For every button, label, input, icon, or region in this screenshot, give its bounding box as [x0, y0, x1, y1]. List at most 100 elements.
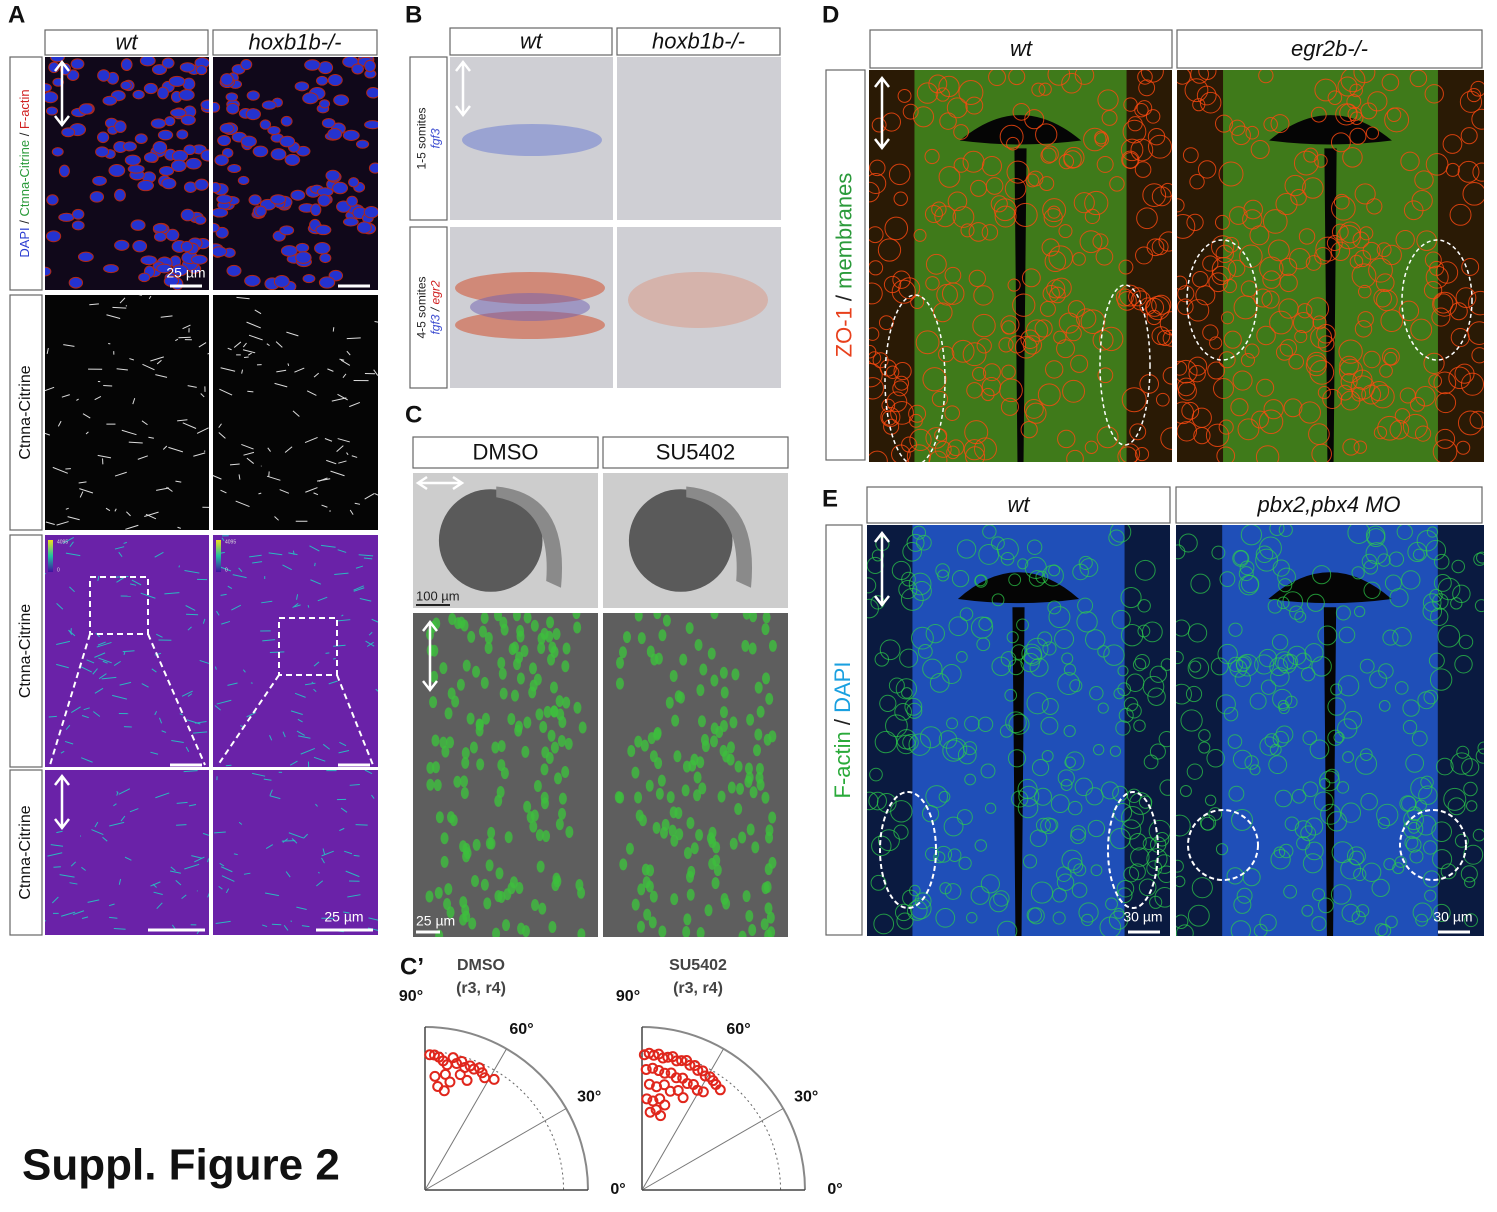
- nucleus: [481, 879, 489, 891]
- nucleus: [303, 93, 318, 104]
- nucleus: [548, 921, 556, 933]
- nucleus: [487, 827, 495, 839]
- nucleus: [315, 243, 330, 254]
- nucleus: [538, 903, 546, 915]
- nucleus: [369, 163, 381, 173]
- nucleus: [305, 60, 320, 70]
- nucleus: [547, 654, 555, 666]
- nucleus: [745, 910, 753, 922]
- nucleus: [710, 735, 718, 747]
- nucleus: [158, 130, 172, 140]
- nucleus: [741, 640, 749, 652]
- nucleus: [682, 784, 690, 796]
- nucleus: [663, 615, 671, 627]
- angle-tick-label: 30°: [794, 1089, 818, 1106]
- column-header: wt: [1010, 36, 1033, 61]
- nucleus: [162, 178, 176, 189]
- nucleus: [721, 686, 729, 698]
- nucleus: [485, 632, 493, 644]
- nucleus: [553, 628, 561, 640]
- nucleus: [445, 707, 453, 719]
- nucleus: [498, 740, 506, 752]
- nucleus: [670, 806, 678, 818]
- nucleus: [201, 150, 215, 161]
- nucleus: [559, 793, 567, 805]
- nucleus: [551, 742, 559, 754]
- nucleus: [563, 643, 571, 655]
- nucleus: [619, 646, 627, 658]
- nucleus: [476, 758, 484, 770]
- nucleus: [467, 713, 475, 725]
- nucleus: [556, 695, 564, 707]
- nucleus: [710, 675, 718, 687]
- nucleus: [470, 742, 478, 754]
- data-point: [445, 1078, 454, 1087]
- nucleus: [481, 677, 489, 689]
- row-label: ZO-1 / membranes: [831, 173, 856, 358]
- nucleus: [691, 842, 699, 854]
- nucleus: [538, 633, 546, 645]
- nucleus: [682, 926, 690, 938]
- nucleus: [352, 64, 364, 74]
- column-header: wt: [116, 29, 139, 54]
- nucleus: [451, 696, 459, 708]
- nucleus: [467, 631, 475, 643]
- nucleus: [656, 788, 664, 800]
- membrane: [293, 551, 294, 555]
- nucleus: [318, 62, 332, 74]
- nucleus: [746, 714, 754, 726]
- angle-tick-label: 60°: [509, 1021, 533, 1038]
- nucleus: [699, 664, 707, 676]
- nucleus: [128, 165, 144, 173]
- membrane: [375, 321, 379, 322]
- row-label: fgf3 / egr2: [429, 280, 443, 334]
- nucleus: [634, 791, 642, 803]
- nucleus: [670, 670, 678, 682]
- nucleus: [765, 693, 773, 705]
- nucleus: [486, 859, 494, 871]
- nucleus: [679, 654, 687, 666]
- nucleus: [221, 74, 234, 86]
- nucleus: [59, 165, 69, 177]
- nucleus: [765, 832, 773, 844]
- nucleus: [695, 639, 703, 651]
- data-point: [679, 1093, 688, 1102]
- nucleus: [750, 786, 758, 798]
- scale-bar-label: 30 µm: [1123, 909, 1162, 925]
- row-label-part: Ctnna-Citrine: [17, 140, 32, 217]
- nucleus: [365, 60, 376, 71]
- micrograph: [212, 295, 385, 530]
- nucleus: [226, 93, 237, 101]
- nucleus: [492, 928, 500, 940]
- nucleus: [295, 82, 308, 91]
- nucleus: [537, 861, 545, 873]
- panel-letter: E: [822, 485, 838, 512]
- micrograph: [859, 60, 1184, 471]
- nucleus: [648, 732, 656, 744]
- column-header: hoxb1b-/-: [652, 28, 745, 53]
- nucleus: [318, 195, 330, 206]
- nucleus: [481, 612, 489, 624]
- nucleus: [364, 207, 378, 218]
- nucleus: [357, 222, 371, 233]
- nucleus: [573, 702, 581, 714]
- nucleus: [495, 867, 503, 879]
- nucleus: [462, 747, 470, 759]
- nucleus: [121, 59, 132, 71]
- micrograph: [39, 770, 210, 935]
- nucleus: [181, 209, 194, 220]
- row-label-part: fgf3: [429, 314, 443, 334]
- nucleus: [52, 148, 63, 156]
- nucleus: [211, 247, 226, 257]
- nucleus: [615, 791, 623, 803]
- nucleus: [666, 697, 674, 709]
- nucleus: [43, 92, 58, 103]
- nucleus: [195, 216, 206, 224]
- nucleus: [271, 149, 286, 160]
- nucleus: [756, 763, 764, 775]
- nucleus: [441, 832, 449, 844]
- nucleus: [457, 679, 465, 691]
- membrane: [49, 716, 57, 717]
- nucleus: [59, 213, 74, 221]
- nucleus: [517, 923, 525, 935]
